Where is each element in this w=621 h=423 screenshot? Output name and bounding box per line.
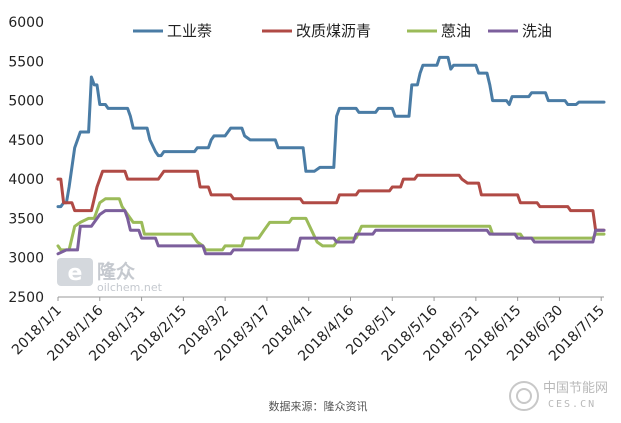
series-line-1 [58, 57, 604, 206]
y-tick-label: 5500 [8, 54, 44, 70]
y-tick-label: 2500 [8, 290, 44, 306]
watermark-brand: 隆众 [97, 260, 135, 283]
x-axis: 2018/1/12018/1/162018/1/312018/2/152018/… [9, 297, 608, 365]
ces-watermark: 中国节能网 CES.CN [510, 381, 608, 410]
oilchem-watermark: e 隆众 oilchem.net [57, 258, 163, 294]
watermark-site: oilchem.net [97, 281, 163, 294]
source-note: 数据来源：隆众资讯 [269, 399, 368, 413]
ces-name: 中国节能网 [543, 381, 608, 396]
y-tick-label: 3000 [8, 251, 44, 267]
series-line-3 [58, 199, 604, 250]
y-tick-label: 4500 [8, 133, 44, 149]
y-tick-label: 4000 [8, 172, 44, 188]
y-tick-label: 3500 [8, 211, 44, 227]
y-tick-label: 6000 [8, 15, 44, 31]
legend-label: 改质煤沥青 [296, 22, 371, 40]
y-tick-label: 5000 [8, 94, 44, 110]
series-lines [58, 57, 604, 253]
legend-label: 工业萘 [167, 22, 212, 40]
legend-label: 蒽油 [441, 22, 471, 40]
y-axis: 2500 3000 3500 4000 4500 5000 5500 6000 [8, 15, 44, 306]
watermark-logo-letter: e [68, 261, 83, 286]
ces-logo-icon [510, 382, 538, 410]
legend-label: 洗油 [522, 22, 552, 40]
chart-legend: 工业萘 改质煤沥青 蒽油 洗油 [133, 22, 552, 40]
ces-domain: CES.CN [548, 399, 596, 410]
